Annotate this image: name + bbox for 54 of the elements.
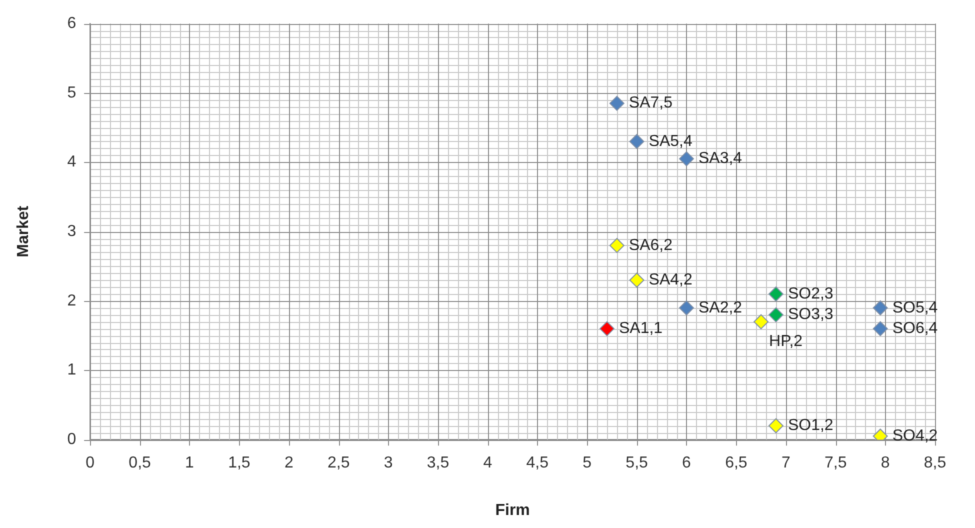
point	[629, 134, 644, 149]
y-axis-title: Market	[15, 205, 32, 258]
y-tick-label: 1	[67, 362, 76, 379]
x-tick-label: 7	[781, 454, 790, 472]
y-tick-label: 6	[67, 15, 76, 32]
y-tick-label: 2	[67, 292, 76, 310]
point	[679, 300, 694, 316]
x-tick-label: 7,5	[824, 454, 847, 472]
x-tick-label: 5	[582, 454, 592, 472]
x-axis-title: Firm	[495, 502, 530, 519]
annotation: SO1,2	[788, 417, 834, 434]
x-tick-label: 8	[880, 454, 890, 472]
point	[768, 307, 784, 322]
point	[872, 321, 888, 336]
annotation: SA4,2	[648, 272, 692, 289]
x-tick-label: 3	[384, 454, 393, 472]
y-tick-label: 5	[67, 84, 76, 102]
x-tick-label: 1	[185, 454, 194, 472]
annotation: SA7,5	[628, 94, 673, 112]
x-tick-label: 6	[682, 454, 692, 472]
x-tick-label: 0,5	[128, 454, 152, 472]
annotation: SA3,4	[698, 150, 742, 168]
point	[599, 321, 614, 336]
annotation: SA5,4	[648, 132, 692, 150]
annotation: SO4,2	[892, 428, 938, 445]
annotation: SO5,4	[892, 299, 938, 316]
x-tick-label: 2,5	[327, 454, 350, 472]
y-tick-label: 3	[67, 223, 76, 240]
annotation: HP,2	[769, 333, 803, 350]
x-tick-label: 3,5	[426, 454, 450, 472]
x-tick-label: 1,5	[228, 454, 250, 472]
point	[629, 272, 644, 288]
point	[768, 418, 784, 434]
point	[754, 314, 769, 330]
y-tick-label: 0	[67, 431, 76, 448]
annotation: SA2,2	[698, 299, 742, 316]
point	[679, 151, 694, 166]
x-tick-label: 8,5	[924, 454, 946, 472]
point	[609, 96, 624, 111]
point	[872, 300, 888, 316]
x-tick-label: 4	[483, 454, 492, 472]
x-tick-label: 2	[284, 454, 294, 472]
point	[609, 238, 624, 253]
annotation: SA1,1	[618, 320, 663, 338]
x-tick-label: 4,5	[526, 454, 549, 472]
y-tick-label: 4	[67, 154, 76, 171]
annotation: SO6,4	[892, 320, 938, 338]
annotation: SO2,3	[788, 285, 834, 302]
x-tick-label: 0	[86, 454, 95, 472]
point	[768, 286, 784, 302]
annotation: SA6,2	[628, 236, 673, 254]
x-tick-label: 5,5	[626, 454, 648, 472]
x-tick-label: 6,5	[725, 454, 748, 472]
annotation: SO3,3	[788, 306, 834, 324]
